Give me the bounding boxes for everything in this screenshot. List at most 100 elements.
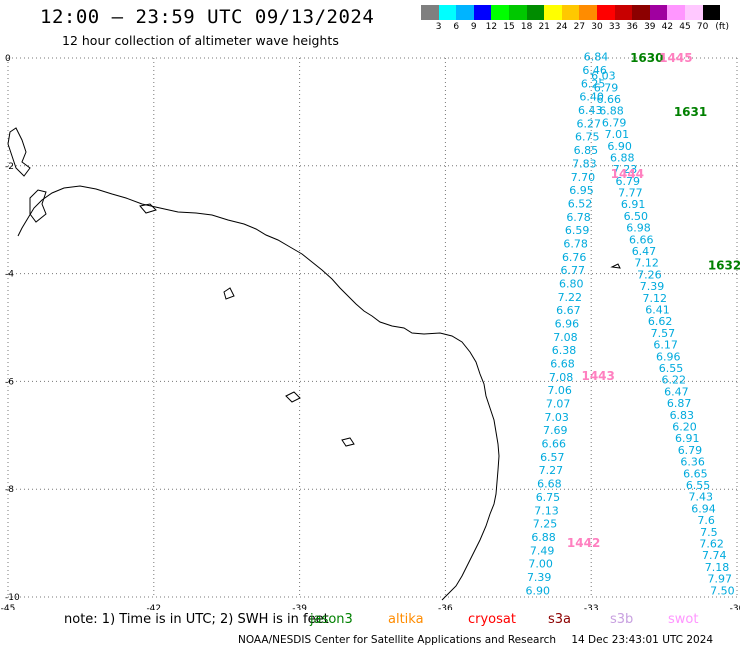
- scale-swatch: [614, 5, 633, 20]
- lake-3: [341, 437, 355, 447]
- scale-swatch: [579, 5, 597, 20]
- longitude-label: -36: [438, 604, 453, 610]
- wave-height-value: 7.62: [699, 538, 724, 551]
- wave-height-value: 6.65: [683, 467, 708, 480]
- wave-height-value: 6.79: [602, 116, 627, 129]
- credit-timestamp: 14 Dec 23:43:01 UTC 2024: [571, 634, 714, 646]
- wave-track-a: 6.846.466.256.406.436.276.756.857.837.70…: [525, 51, 608, 598]
- track-id-label: 1632: [708, 259, 740, 273]
- scale-swatch: [561, 5, 580, 20]
- latitude-label: -8: [5, 485, 14, 495]
- footer-credit: NOAA/NESDIS Center for Satellite Applica…: [238, 634, 713, 646]
- scale-label: 21: [538, 22, 550, 32]
- scale-label: 3: [435, 22, 442, 32]
- small-island-1: [139, 203, 157, 214]
- wave-height-value: 7.00: [528, 558, 553, 571]
- wave-height-value: 7.27: [539, 464, 564, 477]
- wave-height-value: 6.75: [536, 491, 561, 504]
- page-title: 12:00 – 23:59 UTC 09/13/2024: [40, 6, 375, 28]
- wave-height-value: 6.27: [577, 117, 602, 130]
- wave-height-value: 6.41: [645, 304, 670, 317]
- scale-swatch: [438, 5, 457, 20]
- wave-height-value: 6.96: [656, 350, 681, 363]
- wave-height-value: 6.55: [659, 362, 684, 375]
- wave-height-value: 6.40: [579, 91, 604, 104]
- scale-label: 70: [696, 22, 709, 32]
- wave-height-value: 7.39: [527, 571, 552, 584]
- scale-label: 9: [470, 22, 477, 32]
- wave-height-value: 7.08: [549, 371, 574, 384]
- longitude-label: -42: [146, 604, 161, 610]
- wave-height-value: 6.22: [661, 374, 686, 387]
- satellite-legend-item: swot: [668, 612, 699, 627]
- scale-label: 6: [453, 22, 460, 32]
- wave-height-value: 6.57: [540, 451, 565, 464]
- page-subtitle: 12 hour collection of altimeter wave hei…: [62, 33, 339, 48]
- wave-height-value: 6.91: [621, 198, 646, 211]
- wave-height-value: 6.78: [566, 211, 591, 224]
- wave-height-value: 6.03: [591, 70, 616, 83]
- wave-height-value: 6.83: [670, 409, 695, 422]
- wave-height-value: 6.47: [632, 245, 657, 258]
- track-labels: 1630 1631 1632 1445 1444 1443 1442: [567, 51, 740, 550]
- scale-label: 33: [608, 22, 621, 32]
- satellite-legend-item: jason3: [310, 612, 353, 627]
- wave-height-value: 7.25: [533, 518, 558, 531]
- wave-height-value: 7.26: [637, 268, 662, 281]
- scale-swatch: [473, 5, 492, 20]
- wave-height-value: 7.13: [534, 504, 559, 517]
- wave-height-value: 7.08: [553, 331, 578, 344]
- estuary-island: [29, 189, 47, 223]
- longitude-label: -33: [584, 604, 599, 610]
- longitude-label: -45: [1, 604, 16, 610]
- wave-height-value: 7.49: [530, 544, 555, 557]
- wave-height-value: 6.43: [578, 104, 603, 117]
- wave-height-color-scale: 3 6 9 12 15 18 21 24 27 30 33 36 39 42 45 70 (ft): [421, 5, 739, 33]
- wave-height-value: 6.55: [686, 479, 711, 492]
- small-island-2: [610, 263, 621, 269]
- wave-height-value: 6.66: [542, 438, 567, 451]
- latitude-label: -2: [5, 162, 14, 172]
- wave-height-value: 6.77: [560, 264, 585, 277]
- color-scale-bar: [421, 5, 739, 20]
- track-id-label: 1445: [659, 51, 692, 65]
- wave-height-value: 6.96: [555, 318, 580, 331]
- wave-height-value: 6.36: [680, 456, 705, 469]
- scale-label: 24: [556, 22, 568, 32]
- wave-height-value: 7.39: [640, 280, 665, 293]
- wave-height-value: 7.12: [634, 257, 659, 270]
- scale-swatch: [649, 5, 668, 20]
- scale-label: 36: [626, 22, 638, 32]
- wave-height-value: 6.25: [581, 77, 606, 90]
- wave-height-value: 6.59: [565, 224, 590, 237]
- wave-height-value: 6.68: [550, 358, 575, 371]
- wave-height-value: 6.94: [691, 502, 716, 515]
- wave-height-value: 6.38: [552, 344, 577, 357]
- wave-height-value: 7.5: [700, 526, 718, 539]
- scale-swatch: [596, 5, 615, 20]
- wave-height-value: 7.69: [543, 424, 568, 437]
- satellite-legend-item: s3b: [610, 612, 634, 627]
- wave-track-b: 6.036.796.666.886.797.016.906.887.236.79…: [591, 70, 735, 598]
- scale-swatch: [684, 5, 703, 20]
- wave-height-value: 6.88: [531, 531, 556, 544]
- wave-height-value: 6.79: [594, 81, 619, 94]
- wave-height-value: 6.90: [525, 584, 550, 597]
- wave-height-value: 6.87: [667, 397, 692, 410]
- coastline: [7, 127, 621, 601]
- wave-height-value: 6.20: [672, 421, 697, 434]
- wave-height-value: 6.88: [599, 105, 624, 118]
- wave-height-value: 6.50: [624, 210, 649, 223]
- satellite-legend-item: altika: [388, 612, 424, 627]
- wave-height-value: 6.67: [556, 304, 581, 317]
- track-id-label: 1442: [567, 536, 600, 550]
- scale-label: 30: [591, 22, 603, 32]
- axis-labels: -45 -42 -39 -36 -33 -30 0 -2 -4 -6 -8 -10: [1, 54, 740, 610]
- wave-height-value: 7.06: [547, 384, 572, 397]
- scale-swatch: [421, 5, 439, 20]
- wave-height-value: 6.79: [615, 175, 640, 188]
- longitude-label: -30: [730, 604, 740, 610]
- latitude-label: -10: [5, 593, 20, 603]
- scale-label: 18: [520, 22, 533, 32]
- wave-height-value: 6.80: [559, 277, 584, 290]
